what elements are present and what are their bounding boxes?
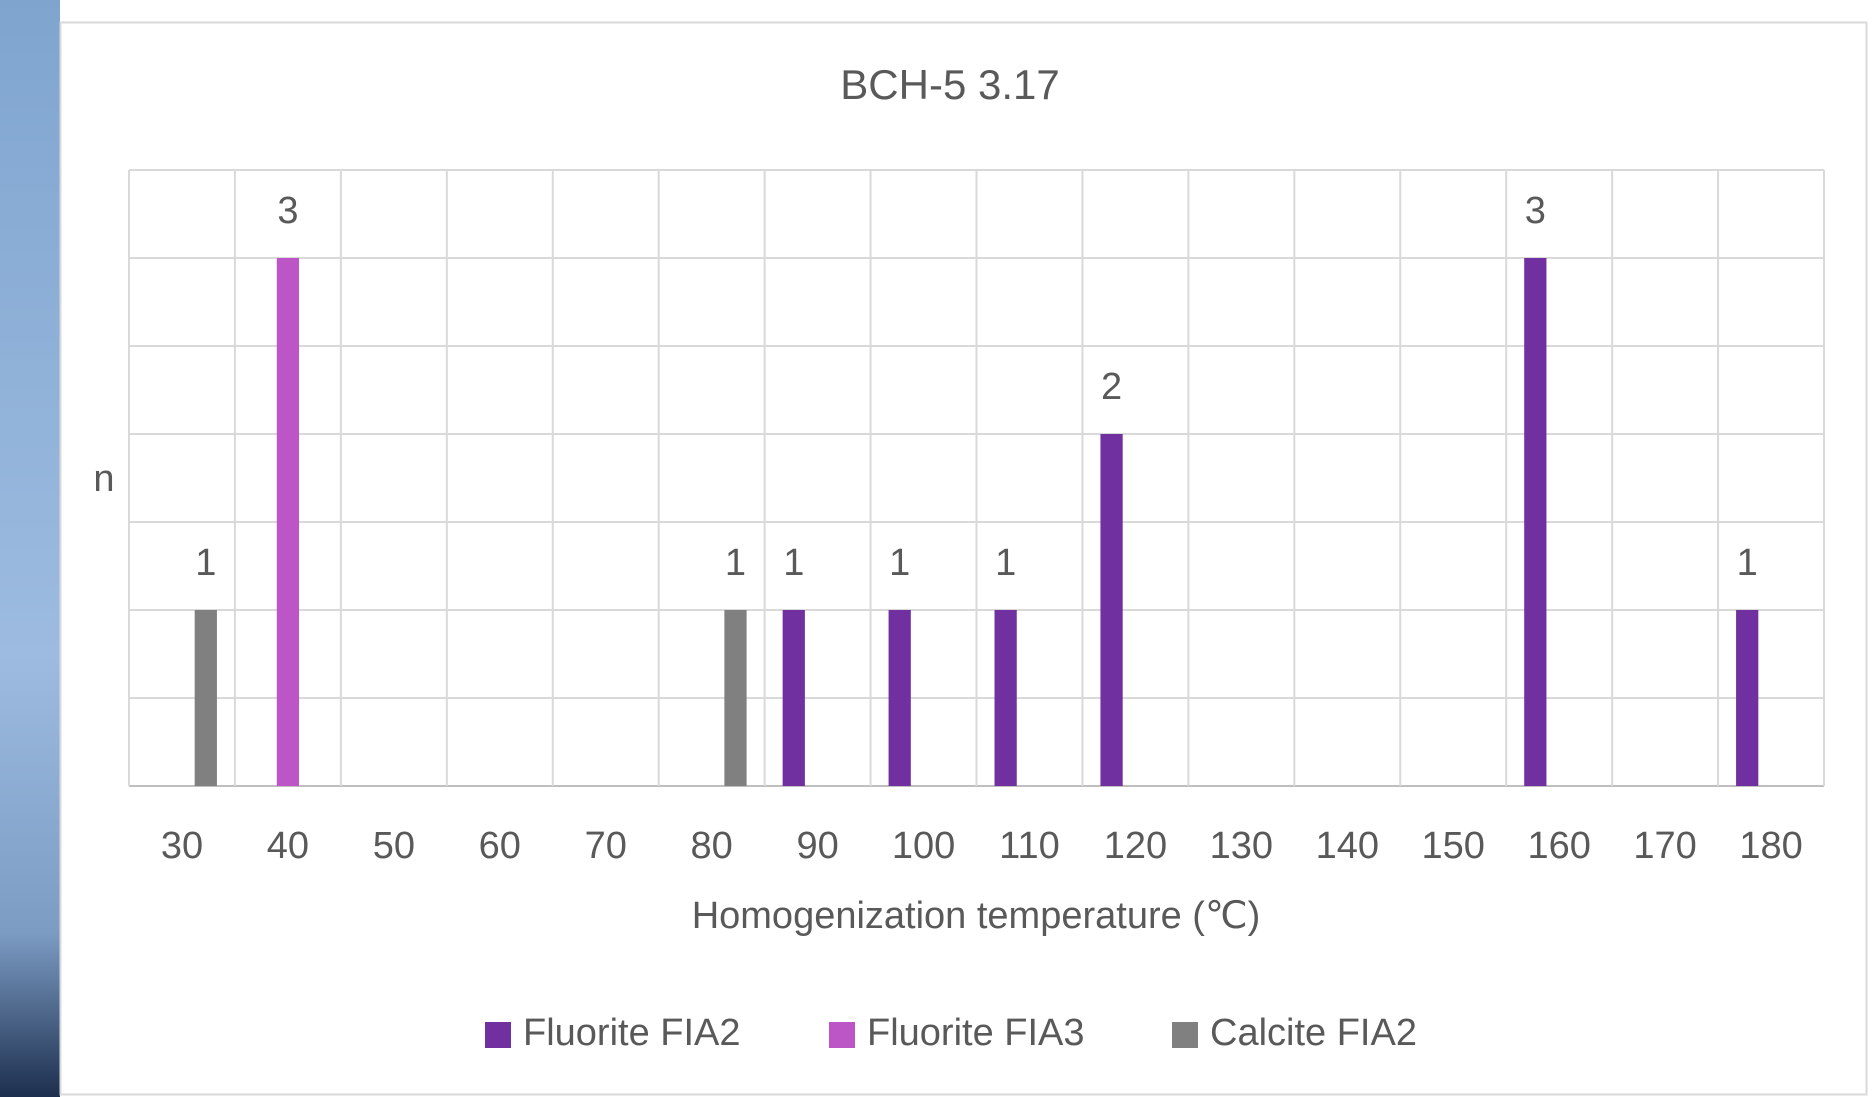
legend-swatch <box>485 1022 511 1048</box>
data-label: 3 <box>277 190 298 232</box>
bar <box>888 610 911 786</box>
legend-label: Calcite FIA2 <box>1210 1012 1417 1054</box>
bar <box>994 610 1017 786</box>
chart-frame <box>59 21 1868 1096</box>
bar <box>276 258 300 786</box>
background-strip <box>0 0 60 1097</box>
x-tick-label: 90 <box>796 825 838 867</box>
bar <box>724 610 747 786</box>
x-tick-label: 150 <box>1422 825 1485 867</box>
bar <box>782 610 805 786</box>
bar <box>1100 434 1123 786</box>
x-tick-label: 60 <box>479 825 521 867</box>
legend-swatch <box>1172 1022 1198 1048</box>
legend-label: Fluorite FIA2 <box>523 1012 741 1054</box>
x-axis-title: Homogenization temperature (℃) <box>692 895 1261 937</box>
x-tick-label: 120 <box>1104 825 1167 867</box>
legend-swatch <box>829 1022 855 1048</box>
legend-label: Fluorite FIA3 <box>867 1012 1085 1054</box>
data-label: 1 <box>725 542 746 584</box>
x-tick-label: 70 <box>585 825 627 867</box>
x-tick-label: 30 <box>161 825 203 867</box>
x-tick-label: 170 <box>1633 825 1696 867</box>
data-label: 1 <box>995 542 1016 584</box>
x-tick-label: 80 <box>691 825 733 867</box>
x-tick-label: 100 <box>892 825 955 867</box>
x-tick-label: 40 <box>267 825 309 867</box>
x-tick-label: 50 <box>373 825 415 867</box>
data-label: 3 <box>1525 190 1546 232</box>
data-label: 2 <box>1101 366 1122 408</box>
data-label: 1 <box>1737 542 1758 584</box>
data-label: 1 <box>889 542 910 584</box>
x-tick-label: 160 <box>1527 825 1590 867</box>
x-tick-label: 180 <box>1739 825 1802 867</box>
x-tick-label: 140 <box>1316 825 1379 867</box>
bar <box>194 610 217 786</box>
bar <box>1736 610 1759 786</box>
y-axis-title: n <box>93 458 114 500</box>
chart-title: BCH-5 3.17 <box>840 61 1059 108</box>
data-label: 1 <box>783 542 804 584</box>
data-label: 1 <box>195 542 216 584</box>
x-tick-label: 130 <box>1210 825 1273 867</box>
x-tick-label: 110 <box>999 825 1060 867</box>
bar <box>1524 258 1547 786</box>
